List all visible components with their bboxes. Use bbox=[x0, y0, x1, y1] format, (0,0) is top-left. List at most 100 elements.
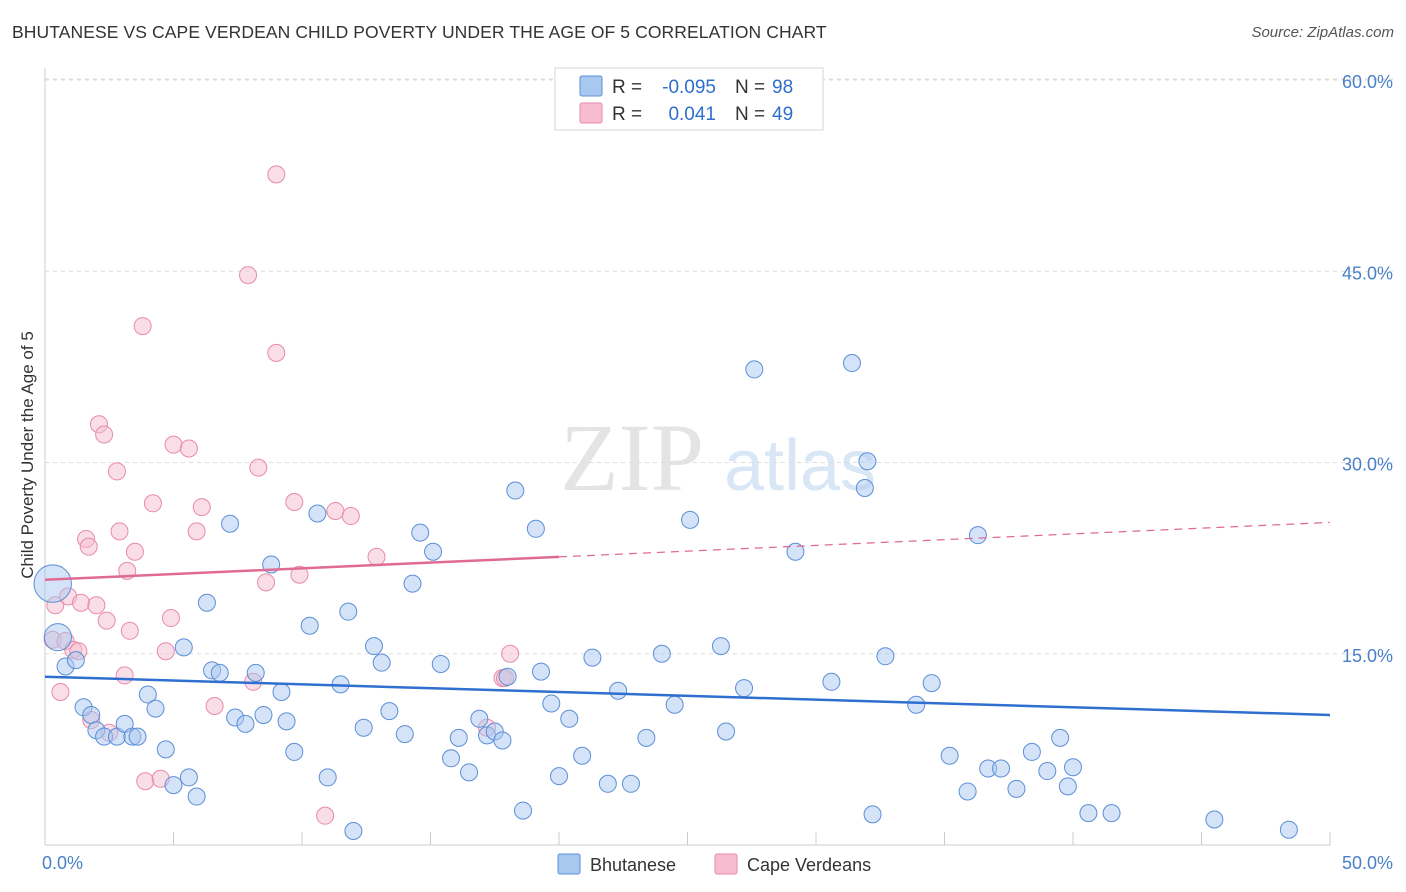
point-cape-verdeans bbox=[164, 435, 183, 454]
point-bhutanese bbox=[82, 705, 101, 724]
point-bhutanese bbox=[470, 709, 489, 728]
point-bhutanese bbox=[395, 725, 414, 744]
point-bhutanese bbox=[842, 354, 861, 373]
point-cape-verdeans bbox=[205, 697, 224, 716]
point-bhutanese bbox=[1038, 762, 1057, 781]
point-bhutanese bbox=[128, 727, 147, 746]
point-bhutanese bbox=[992, 759, 1011, 778]
point-cape-verdeans bbox=[257, 573, 276, 592]
legend-r-label-2: R = bbox=[612, 104, 642, 125]
point-bhutanese bbox=[277, 712, 296, 731]
y-tick-label: 30.0% bbox=[1342, 455, 1393, 475]
legend-r-value-2: 0.041 bbox=[668, 104, 716, 125]
point-bhutanese bbox=[1079, 804, 1098, 823]
point-bhutanese bbox=[958, 782, 977, 801]
point-bhutanese bbox=[665, 695, 684, 714]
legend-swatch-bhutanese bbox=[579, 75, 603, 97]
point-bhutanese bbox=[403, 574, 422, 593]
point-bhutanese bbox=[187, 787, 206, 806]
point-bhutanese bbox=[922, 674, 941, 693]
point-bhutanese bbox=[33, 564, 72, 603]
bottom-swatch-cape-verdeans bbox=[714, 853, 738, 875]
point-bhutanese bbox=[411, 523, 430, 542]
point-cape-verdeans bbox=[192, 498, 211, 517]
point-bhutanese bbox=[621, 774, 640, 793]
legend-n-label-1: N = bbox=[735, 77, 765, 98]
point-bhutanese bbox=[637, 728, 656, 747]
trend-line-cape-verdeans-extrapolated bbox=[558, 521, 1331, 558]
point-bhutanese bbox=[210, 663, 229, 682]
point-bhutanese bbox=[66, 651, 85, 670]
point-bhutanese bbox=[498, 667, 517, 686]
point-bhutanese bbox=[318, 768, 337, 787]
point-cape-verdeans bbox=[179, 439, 198, 458]
point-bhutanese bbox=[822, 672, 841, 691]
bottom-swatch-bhutanese bbox=[557, 853, 581, 875]
x-tick-label-min: 0.0% bbox=[42, 853, 83, 873]
trend-line-cape-verdeans bbox=[44, 555, 560, 582]
point-bhutanese bbox=[598, 774, 617, 793]
point-bhutanese bbox=[380, 702, 399, 721]
point-bhutanese bbox=[300, 616, 319, 635]
point-bhutanese bbox=[272, 683, 291, 701]
point-bhutanese bbox=[43, 623, 72, 652]
watermark-atlas: atlas bbox=[724, 426, 876, 506]
point-bhutanese bbox=[855, 479, 874, 497]
point-cape-verdeans bbox=[161, 609, 180, 628]
point-bhutanese bbox=[1058, 777, 1077, 796]
y-axis-label: Child Poverty Under the Age of 5 bbox=[18, 331, 37, 579]
point-bhutanese bbox=[514, 801, 533, 820]
point-bhutanese bbox=[431, 654, 450, 673]
series-legend: Bhutanese Cape Verdeans bbox=[557, 853, 871, 875]
point-cape-verdeans bbox=[136, 772, 155, 791]
watermark-zip: ZIP bbox=[560, 404, 704, 511]
point-cape-verdeans bbox=[267, 165, 286, 184]
point-bhutanese bbox=[532, 662, 551, 681]
point-cape-verdeans bbox=[267, 343, 286, 362]
point-bhutanese bbox=[1102, 804, 1121, 823]
point-bhutanese bbox=[1051, 728, 1070, 747]
point-cape-verdeans bbox=[285, 493, 304, 512]
point-bhutanese bbox=[254, 705, 273, 724]
point-cape-verdeans bbox=[187, 522, 206, 541]
point-bhutanese bbox=[221, 514, 240, 533]
trend-lines bbox=[44, 521, 1331, 717]
point-bhutanese bbox=[372, 653, 391, 672]
point-cape-verdeans bbox=[51, 683, 70, 701]
point-bhutanese bbox=[1064, 758, 1082, 777]
point-bhutanese bbox=[506, 481, 525, 500]
point-bhutanese bbox=[308, 504, 327, 523]
point-bhutanese bbox=[907, 695, 926, 714]
correlation-legend: R = -0.095 N = 98 R = 0.041 N = 49 bbox=[554, 67, 824, 131]
point-bhutanese bbox=[717, 722, 736, 741]
y-tick-label: 45.0% bbox=[1342, 263, 1393, 283]
point-bhutanese bbox=[449, 728, 468, 747]
point-cape-verdeans bbox=[125, 542, 144, 561]
point-bhutanese bbox=[735, 679, 754, 698]
axes bbox=[44, 68, 1331, 846]
legend-n-label-2: N = bbox=[735, 104, 765, 125]
source-label: Source: ZipAtlas.com bbox=[1251, 24, 1394, 41]
point-cape-verdeans bbox=[156, 642, 175, 661]
point-bhutanese bbox=[339, 602, 358, 621]
point-bhutanese bbox=[424, 542, 443, 561]
point-cape-verdeans bbox=[326, 501, 345, 520]
point-bhutanese bbox=[236, 714, 255, 733]
point-bhutanese bbox=[442, 749, 461, 768]
point-cape-verdeans bbox=[87, 596, 106, 615]
point-bhutanese bbox=[940, 746, 959, 765]
point-cape-verdeans bbox=[341, 507, 360, 526]
point-bhutanese bbox=[460, 763, 479, 782]
legend-n-value-1: 98 bbox=[772, 77, 793, 98]
point-cape-verdeans bbox=[239, 266, 258, 285]
point-cape-verdeans bbox=[316, 806, 335, 825]
grid-lines bbox=[45, 78, 1395, 655]
point-bhutanese bbox=[550, 767, 568, 786]
point-bhutanese bbox=[174, 638, 193, 657]
point-bhutanese bbox=[583, 648, 602, 667]
point-bhutanese bbox=[526, 519, 545, 538]
point-bhutanese bbox=[609, 681, 628, 700]
point-cape-verdeans bbox=[290, 565, 309, 584]
y-tick-label: 15.0% bbox=[1342, 646, 1393, 666]
